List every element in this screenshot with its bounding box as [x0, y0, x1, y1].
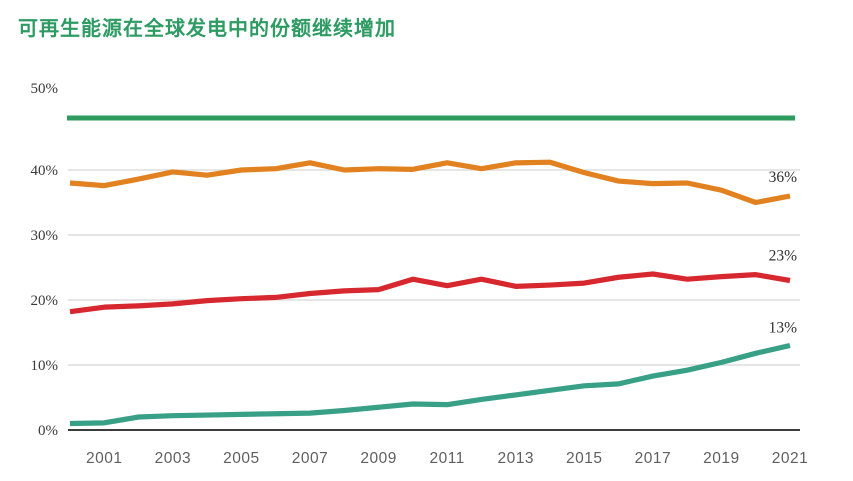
x-tick-label-2013: 2013	[497, 450, 533, 467]
y-axis-label-10: 10%	[31, 358, 59, 374]
y-axis-label-30: 30%	[31, 228, 59, 244]
x-tick-label-2009: 2009	[360, 450, 396, 467]
x-tick-label-2001: 2001	[86, 450, 122, 467]
red-line	[69, 271, 791, 315]
x-tick-label-2007: 2007	[292, 450, 328, 467]
y-axis-label-0: 0%	[38, 423, 58, 439]
x-tick-label-2003: 2003	[155, 450, 191, 467]
orange-line-end-label: 36%	[769, 169, 798, 186]
x-tick-label-2019: 2019	[703, 450, 739, 467]
x-tick-label-2021: 2021	[772, 450, 808, 467]
y-axis-label-40: 40%	[31, 163, 59, 179]
red-line-end-label: 23%	[769, 248, 798, 265]
x-tick-label-2015: 2015	[566, 450, 602, 467]
orange-line	[69, 159, 791, 206]
chart-title: 可再生能源在全球发电中的份额继续增加	[18, 16, 396, 40]
y-axis-label-50: 50%	[31, 81, 59, 97]
x-tick-label-2011: 2011	[429, 450, 464, 467]
y-axis-label-20: 20%	[31, 293, 59, 309]
teal-line	[69, 342, 791, 427]
x-tick-label-2005: 2005	[223, 450, 259, 467]
teal-line-end-label: 13%	[769, 320, 798, 337]
x-tick-label-2017: 2017	[635, 450, 671, 467]
